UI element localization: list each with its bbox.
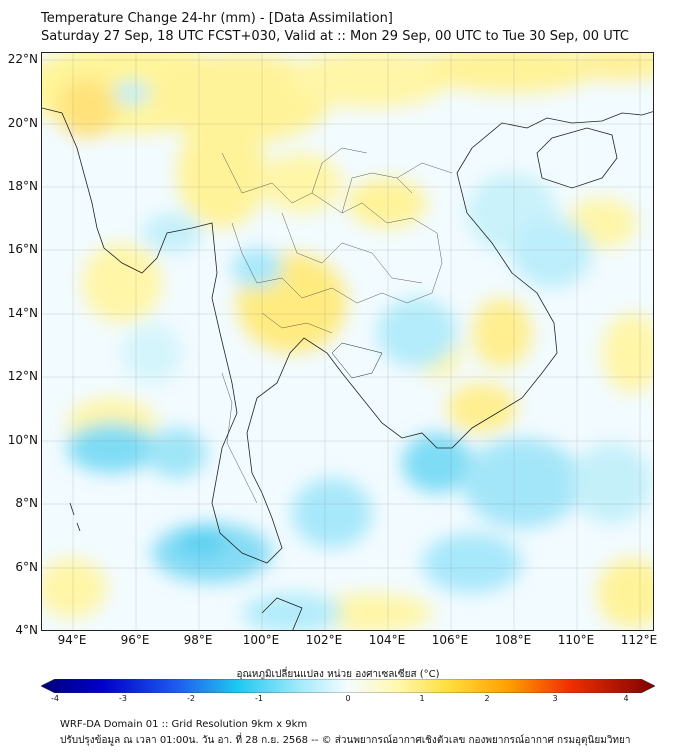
lon-label-104: 104°E [368, 633, 406, 647]
coastlines [42, 107, 653, 630]
lon-label-96: 96°E [120, 633, 150, 647]
map-panel [41, 52, 654, 631]
lat-label-16: 16°N [7, 242, 38, 256]
lat-label-20: 20°N [7, 116, 38, 130]
lat-label-6: 6°N [15, 560, 38, 574]
graticule [42, 53, 653, 630]
lat-label-8: 8°N [15, 496, 38, 510]
chart-title: Temperature Change 24-hr (mm) - [Data As… [41, 11, 393, 26]
colorbar-tick-minus3: -3 [119, 694, 127, 703]
lat-label-10: 10°N [7, 433, 38, 447]
lon-label-98: 98°E [183, 633, 213, 647]
temperature-field [42, 53, 653, 630]
colorbar-tick-minus1: -1 [255, 694, 263, 703]
lon-label-108: 108°E [494, 633, 532, 647]
province-borders [221, 147, 453, 504]
colorbar-tick-0: 0 [345, 694, 351, 703]
footer-model-info: WRF-DA Domain 01 :: Grid Resolution 9km … [60, 719, 308, 730]
lon-label-100: 100°E [242, 633, 280, 647]
colorbar-scale [41, 679, 655, 693]
chart-subtitle: Saturday 27 Sep, 18 UTC FCST+030, Valid … [41, 29, 629, 44]
lon-label-112: 112°E [620, 633, 658, 647]
lat-label-14: 14°N [7, 306, 38, 320]
map-canvas [42, 53, 653, 630]
colorbar-tick-1: 1 [419, 694, 425, 703]
lat-label-18: 18°N [7, 179, 38, 193]
lon-label-110: 110°E [557, 633, 595, 647]
lon-label-94: 94°E [57, 633, 87, 647]
colorbar [41, 679, 655, 693]
colorbar-tick-2: 2 [484, 694, 490, 703]
lat-label-4: 4°N [15, 623, 38, 637]
colorbar-tick-3: 3 [552, 694, 558, 703]
lat-label-12: 12°N [7, 369, 38, 383]
colorbar-title: อุณหภูมิเปลี่ยนแปลง หน่วย องศาเซลเซียส (… [236, 669, 440, 680]
colorbar-tick-minus4: -4 [51, 694, 59, 703]
lat-label-22: 22°N [7, 52, 38, 66]
lon-label-102: 102°E [305, 633, 343, 647]
lon-label-106: 106°E [431, 633, 469, 647]
footer-credit: ปรับปรุงข้อมูล ณ เวลา 01:00น. วัน อา. ที… [60, 735, 631, 746]
colorbar-tick-minus2: -2 [187, 694, 195, 703]
colorbar-tick-4: 4 [623, 694, 629, 703]
